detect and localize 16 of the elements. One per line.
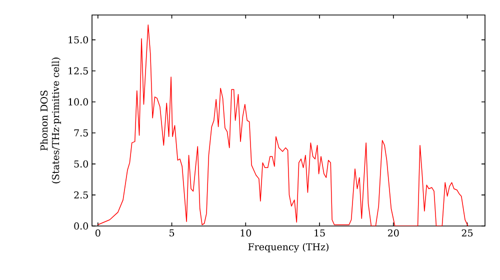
y-axis-title: Phonon DOS (States/THz·primitive cell) <box>40 58 61 184</box>
line-series <box>98 24 468 226</box>
x-tick-label: 15 <box>314 229 325 237</box>
x-tick-label: 0 <box>96 229 100 237</box>
y-tick-label: 5.0 <box>74 160 88 168</box>
y-tick-label: 12.5 <box>68 67 88 74</box>
y-tick-label: 15.0 <box>68 36 88 44</box>
x-tick-label: 10 <box>240 229 252 237</box>
x-tick-label: 5 <box>170 229 174 236</box>
y-tick-label: 2.5 <box>74 191 88 199</box>
x-tick-label: 20 <box>388 229 399 237</box>
y-tick-label: 7.5 <box>74 129 88 136</box>
y-tick-label: 10.0 <box>68 98 88 106</box>
x-axis-title: Frequency (THz) <box>248 243 328 252</box>
y-tick-label: 0.0 <box>74 222 88 230</box>
x-tick-label: 25 <box>462 229 473 237</box>
